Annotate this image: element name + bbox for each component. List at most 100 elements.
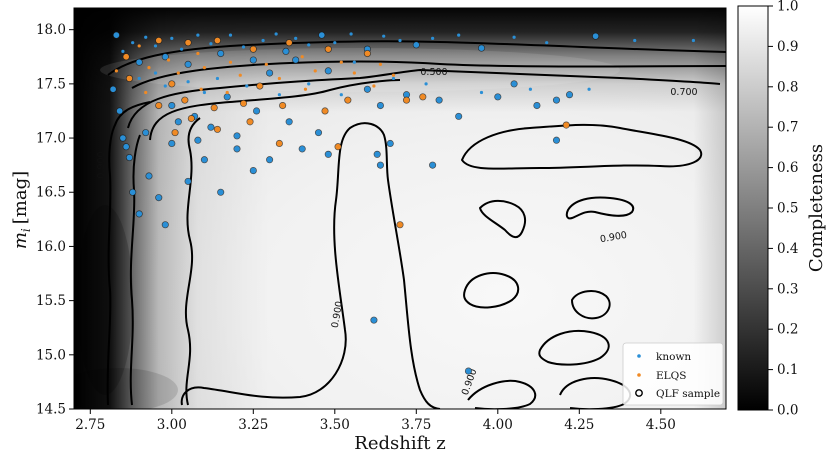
elqs-point xyxy=(397,221,403,228)
elqs-point xyxy=(214,126,221,133)
known-point xyxy=(457,33,461,37)
qlf-sample-ring xyxy=(510,80,518,88)
elqs-point xyxy=(264,62,268,66)
qlf-sample-ring xyxy=(562,121,570,129)
legend-qlf-label: QLF sample xyxy=(656,388,720,400)
known-point xyxy=(266,70,273,77)
x-axis: 2.75 3.00 3.25 3.50 3.75 4.00 4.25 4.50 xyxy=(75,409,676,433)
svg-text:mi[mag]: mi [mag] xyxy=(10,171,33,249)
known-point xyxy=(545,41,549,45)
known-point xyxy=(391,76,396,81)
contour-0900-right-a xyxy=(461,123,703,170)
known-point xyxy=(429,162,436,169)
contour-0500-lower xyxy=(131,60,726,89)
elqs-point xyxy=(403,97,410,104)
elqs-point xyxy=(286,39,293,46)
contour-0900-left3 xyxy=(184,117,201,406)
qlf-sample-ring xyxy=(396,221,404,229)
y-tick-label: 16.0 xyxy=(36,239,66,255)
qlf-sample-ring xyxy=(285,39,293,47)
legend-qlf-marker xyxy=(635,389,643,397)
elqs-point xyxy=(344,97,351,104)
elqs-point xyxy=(188,115,195,122)
known-point xyxy=(234,145,240,152)
qlf-sample-ring xyxy=(266,69,274,77)
elqs-point xyxy=(147,66,151,70)
known-point xyxy=(217,189,224,196)
elqs-point xyxy=(240,100,247,107)
known-point xyxy=(553,97,560,104)
qlf-sample-ring xyxy=(200,156,208,164)
qlf-sample-ring xyxy=(161,53,169,61)
elqs-point xyxy=(563,122,570,129)
elqs-point xyxy=(126,75,133,82)
colorbar-gradient xyxy=(737,5,769,411)
known-point xyxy=(374,151,381,158)
colorbar-tick-label: 0.6 xyxy=(777,160,798,176)
qlf-sample-ring xyxy=(334,143,342,151)
qlf-sample-ring xyxy=(298,145,306,153)
colorbar-tick-label: 0.9 xyxy=(777,39,798,55)
known-point xyxy=(512,35,516,39)
known-point xyxy=(349,32,353,36)
known-point xyxy=(250,167,257,174)
contour-lines xyxy=(106,40,726,409)
qlf-sample-ring xyxy=(376,101,384,110)
elqs-point xyxy=(322,107,329,114)
qlf-sample-ring xyxy=(533,101,541,110)
known-point xyxy=(533,102,540,109)
elqs-point xyxy=(419,93,426,100)
known-point xyxy=(294,36,298,40)
elqs-point xyxy=(247,118,254,125)
elqs-point xyxy=(196,51,200,56)
contour-label: 0.900 xyxy=(330,300,346,329)
known-point xyxy=(142,129,149,136)
known-point xyxy=(566,91,573,98)
elqs-point xyxy=(279,102,286,109)
qlf-sample-ring xyxy=(370,316,378,324)
qlf-sample-ring xyxy=(324,150,332,158)
contour-0900-right-f xyxy=(467,380,537,409)
x-tick-label: 4.50 xyxy=(646,417,676,433)
y-tick-label: 16.5 xyxy=(36,185,66,201)
qlf-sample-ring xyxy=(285,118,293,126)
known-point xyxy=(136,210,143,217)
elqs-point xyxy=(181,97,188,104)
known-point xyxy=(424,82,428,86)
known-point xyxy=(307,43,311,47)
known-point xyxy=(186,80,190,84)
known-point xyxy=(168,102,175,109)
known-point xyxy=(113,32,120,39)
known-point xyxy=(377,102,384,109)
known-point xyxy=(318,32,325,39)
qlf-sample-ring xyxy=(314,129,323,137)
qlf-sample-ring xyxy=(363,49,371,58)
known-point xyxy=(153,44,158,48)
qlf-sample-ring xyxy=(565,91,574,99)
qlf-sample-ring xyxy=(494,93,502,101)
x-tick-label: 4.00 xyxy=(483,417,513,433)
known-point xyxy=(282,48,289,55)
elqs-point xyxy=(313,69,317,73)
colorbar: 0.0 0.1 0.2 0.3 0.4 0.5 0.6 0.7 0.8 0.9 1.0 Comple… xyxy=(737,0,827,419)
qlf-sample-ring xyxy=(282,47,290,55)
scatter-points xyxy=(109,31,696,375)
qlf-sample-ring xyxy=(429,161,437,169)
qlf-sample-ring xyxy=(184,177,192,185)
qlf-sample-ring xyxy=(233,132,241,140)
qlf-sample-ring xyxy=(155,101,163,110)
qlf-sample-ring xyxy=(402,96,411,104)
elqs-point xyxy=(155,37,162,44)
y-tick-label: 17.5 xyxy=(36,76,66,92)
qlf-sample-ring xyxy=(455,112,463,120)
qlf-sample-ring xyxy=(435,96,443,104)
colorbar-title: Completeness xyxy=(806,144,827,272)
known-point xyxy=(266,156,273,163)
colorbar-tick-label: 0.2 xyxy=(777,322,798,338)
known-point xyxy=(129,189,136,196)
qlf-sample-ring xyxy=(125,154,133,162)
known-point xyxy=(511,80,518,87)
qlf-sample-ring xyxy=(412,41,420,49)
known-point xyxy=(137,76,141,81)
